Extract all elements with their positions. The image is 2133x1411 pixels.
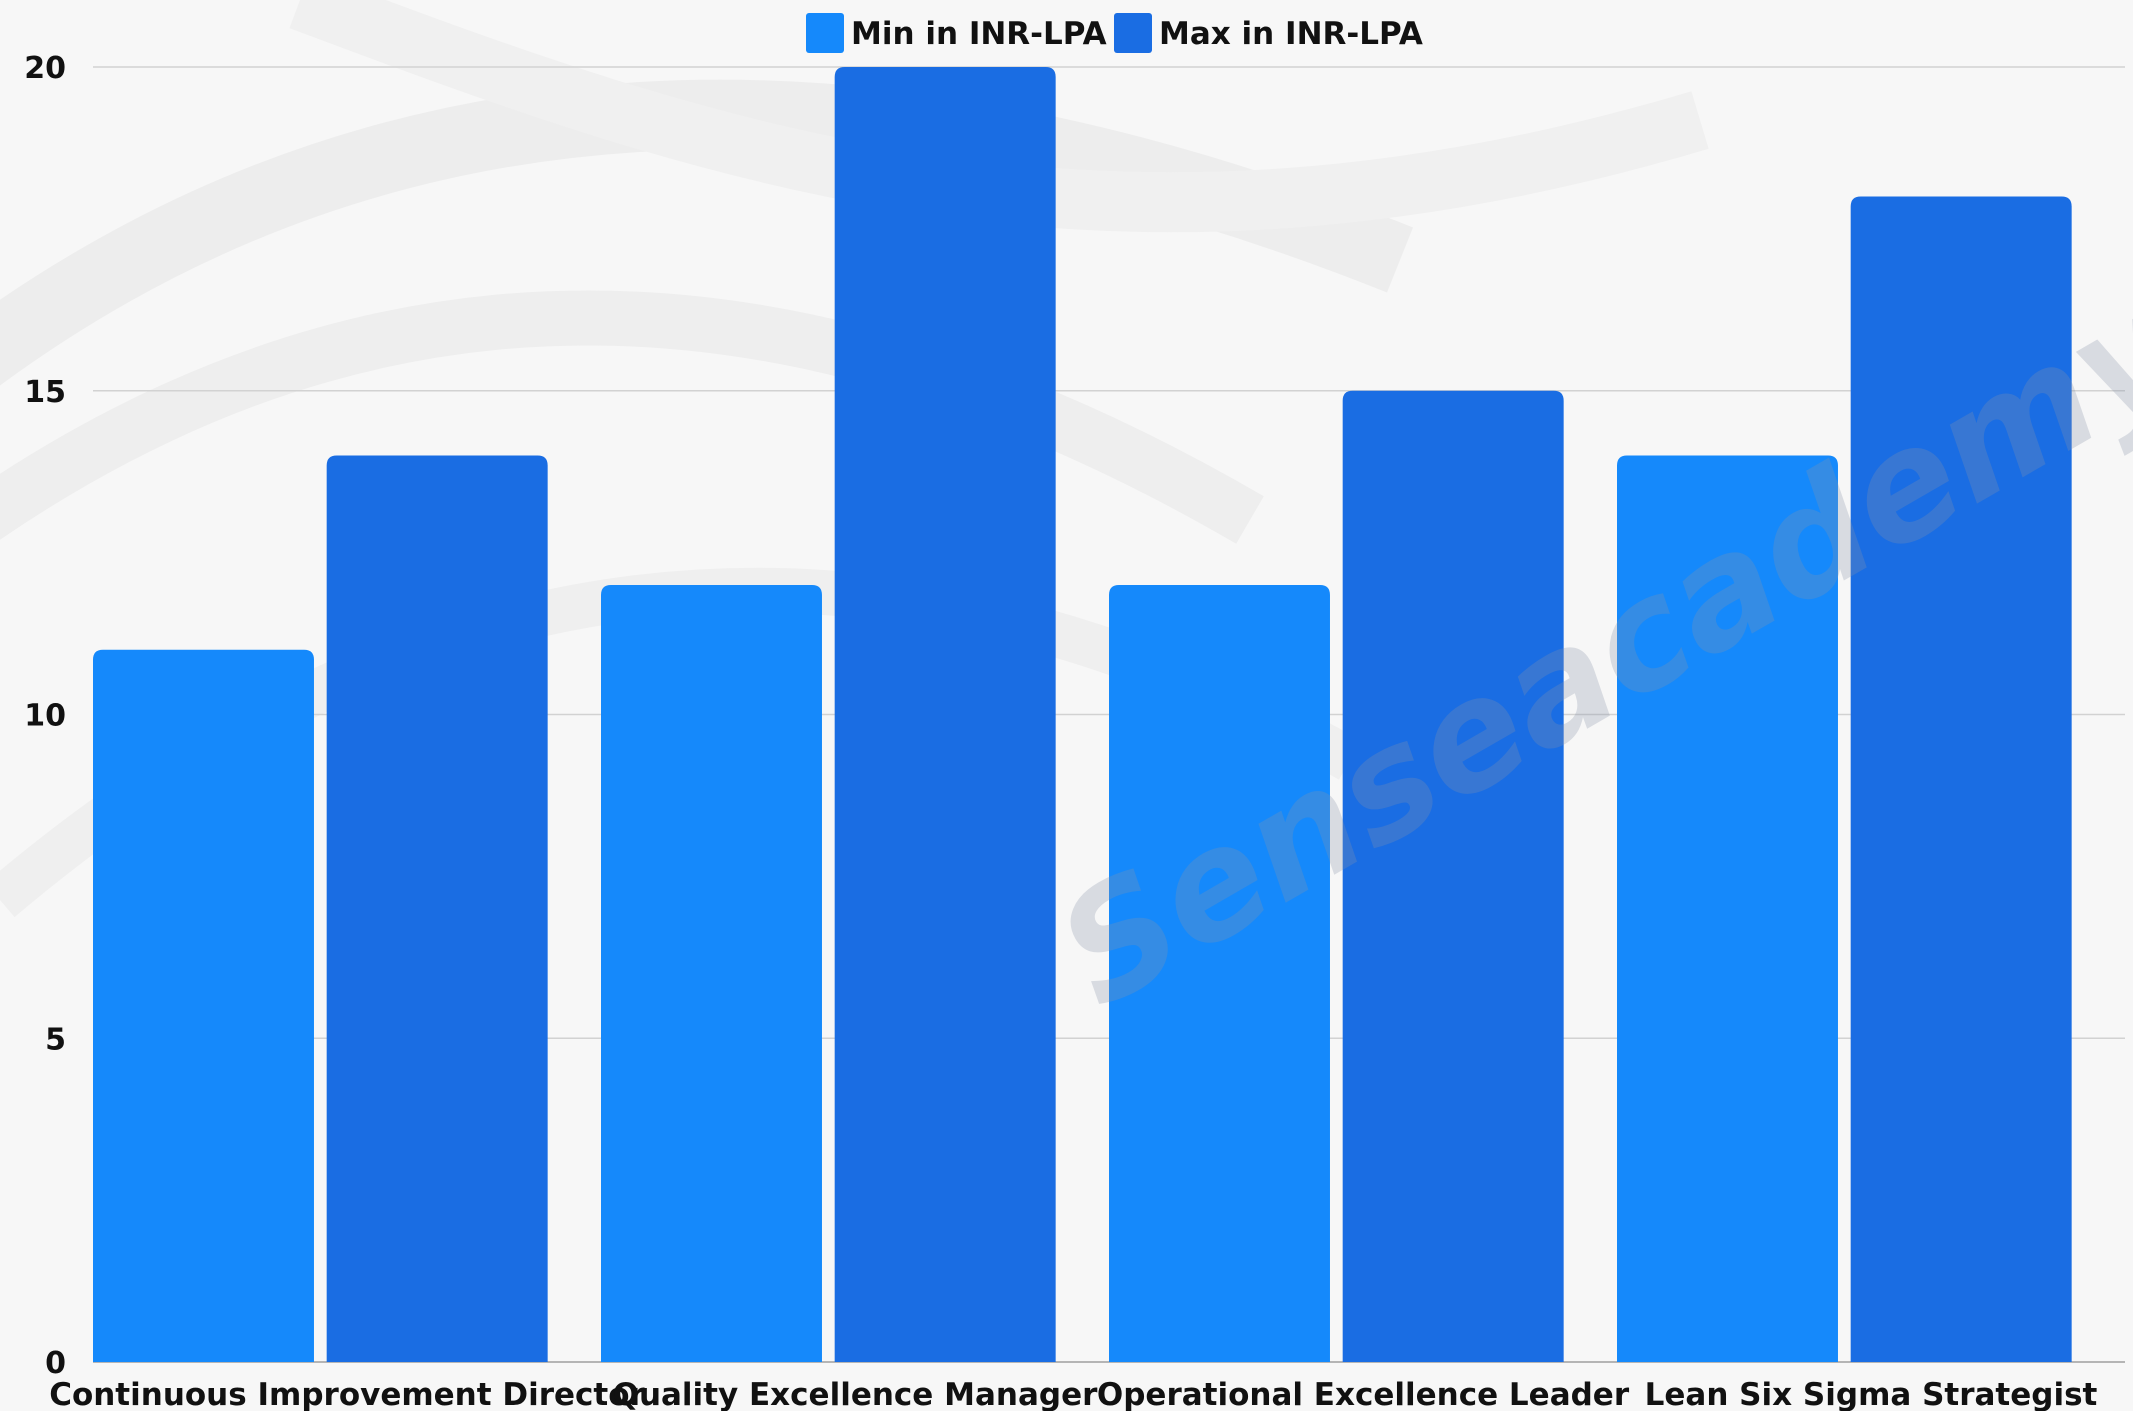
legend-swatch-max — [1114, 13, 1152, 53]
x-category-label: Lean Six Sigma Strategist — [1645, 1377, 2098, 1411]
x-category-label: Operational Excellence Leader — [1097, 1377, 1630, 1411]
y-tick-label: 5 — [45, 1022, 66, 1057]
legend: Min in INR-LPA Max in INR-LPA — [806, 13, 1423, 53]
y-tick-label: 15 — [24, 375, 66, 410]
bar-min-1 — [93, 649, 314, 1362]
x-category-label: Continuous Improvement Director — [49, 1377, 645, 1411]
x-category-label: Quality Excellence Manager — [613, 1377, 1098, 1411]
y-tick-label: 0 — [45, 1346, 66, 1381]
legend-label-min: Min in INR-LPA — [851, 16, 1107, 52]
bar-max-1 — [326, 455, 548, 1362]
y-tick-label: 10 — [24, 699, 66, 734]
bar-max-3 — [1342, 390, 1564, 1362]
bars-layer — [93, 67, 2072, 1362]
bar-min-3 — [1109, 585, 1330, 1362]
bar-max-2 — [834, 67, 1056, 1362]
bar-min-4 — [1617, 455, 1838, 1362]
legend-label-max: Max in INR-LPA — [1159, 16, 1423, 52]
y-tick-label: 20 — [24, 51, 66, 86]
y-axis: 0 5 10 15 20 — [24, 51, 66, 1381]
bar-max-4 — [1850, 196, 2072, 1362]
legend-swatch-min — [806, 13, 844, 53]
bar-min-2 — [601, 585, 822, 1362]
